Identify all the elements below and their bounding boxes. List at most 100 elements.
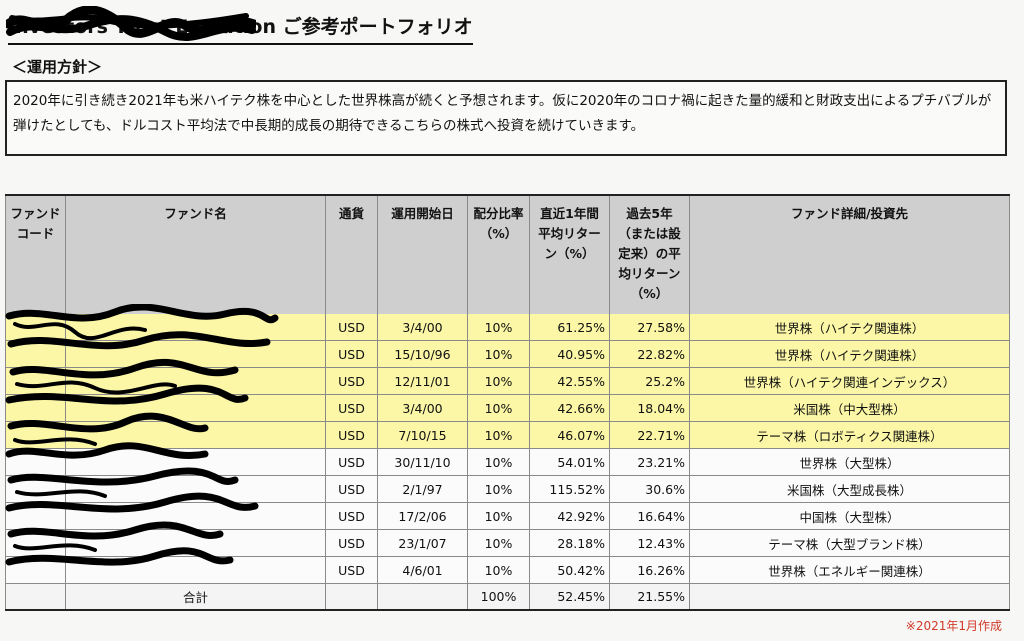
start-date-cell: 12/11/01: [377, 367, 468, 395]
currency-cell: USD: [325, 475, 378, 503]
detail-cell: 世界株（ハイテク関連株）: [689, 314, 1010, 341]
return-1y-cell: 54.01%: [529, 448, 610, 476]
currency-cell: USD: [325, 502, 378, 530]
alloc-cell: 10%: [467, 367, 530, 395]
return-1y-cell: 28.18%: [529, 529, 610, 557]
return-5y-cell: 22.82%: [609, 340, 690, 368]
col-header-code: ファンドコード: [5, 194, 66, 314]
detail-cell: 米国株（大型成長株）: [689, 475, 1010, 503]
return-5y-cell: 18.04%: [609, 394, 690, 422]
alloc-cell: 10%: [467, 448, 530, 476]
fund-code-cell: [5, 475, 66, 503]
fund-name-cell: [65, 314, 326, 341]
table-row: USD 3/4/00 10% 42.66% 18.04% 米国株（中大型株）: [5, 394, 1010, 422]
table-row: USD 12/11/01 10% 42.55% 25.2% 世界株（ハイテク関連インデック…: [5, 367, 1010, 395]
table-header-row: ファンドコード ファンド名 通貨 運用開始日 配分比率（%） 直近1年間平均リタ…: [5, 194, 1010, 314]
col-header-ret1y: 直近1年間平均リターン（%）: [529, 194, 610, 314]
fund-name-cell: [65, 556, 326, 584]
fund-code-cell: [5, 529, 66, 557]
fund-code-cell: [5, 421, 66, 449]
total-alloc: 100%: [467, 583, 530, 611]
detail-cell: テーマ株（大型ブランド株）: [689, 529, 1010, 557]
return-5y-cell: 16.26%: [609, 556, 690, 584]
redaction-scribble: [6, 6, 256, 41]
footnote: ※2021年1月作成: [905, 619, 1002, 633]
fund-name-cell: [65, 367, 326, 395]
col-header-currency: 通貨: [325, 194, 378, 314]
detail-cell: 世界株（大型株）: [689, 448, 1010, 476]
fund-code-cell: [5, 367, 66, 395]
start-date-cell: 15/10/96: [377, 340, 468, 368]
fund-name-cell: [65, 340, 326, 368]
fund-code-cell: [5, 314, 66, 341]
return-1y-cell: 40.95%: [529, 340, 610, 368]
detail-cell: テーマ株（ロボティクス関連株）: [689, 421, 1010, 449]
alloc-cell: 10%: [467, 394, 530, 422]
return-1y-cell: 42.92%: [529, 502, 610, 530]
start-date-cell: 17/2/06: [377, 502, 468, 530]
fund-name-cell: [65, 475, 326, 503]
table-row: USD 7/10/15 10% 46.07% 22.71% テーマ株（ロボティクス関連株）: [5, 421, 1010, 449]
fund-code-cell: [5, 448, 66, 476]
currency-cell: USD: [325, 394, 378, 422]
total-ret5y: 21.55%: [609, 583, 690, 611]
detail-cell: 米国株（中大型株）: [689, 394, 1010, 422]
currency-cell: USD: [325, 421, 378, 449]
alloc-cell: 10%: [467, 502, 530, 530]
start-date-cell: 7/10/15: [377, 421, 468, 449]
currency-cell: USD: [325, 340, 378, 368]
fund-code-cell: [5, 502, 66, 530]
fund-name-cell: [65, 502, 326, 530]
return-1y-cell: 50.42%: [529, 556, 610, 584]
fund-name-cell: [65, 448, 326, 476]
return-5y-cell: 16.64%: [609, 502, 690, 530]
col-header-detail: ファンド詳細/投資先: [689, 194, 1010, 314]
policy-label: ＜運用方針＞: [12, 58, 103, 76]
return-1y-cell: 42.55%: [529, 367, 610, 395]
alloc-cell: 10%: [467, 556, 530, 584]
table-row: USD 3/4/00 10% 61.25% 27.58% 世界株（ハイテク関連株）: [5, 314, 1010, 341]
detail-cell: 世界株（エネルギー関連株）: [689, 556, 1010, 584]
table-row: USD 17/2/06 10% 42.92% 16.64% 中国株（大型株）: [5, 502, 1010, 530]
start-date-cell: 3/4/00: [377, 314, 468, 341]
return-1y-cell: 115.52%: [529, 475, 610, 503]
return-5y-cell: 22.71%: [609, 421, 690, 449]
fund-code-cell: [5, 394, 66, 422]
start-date-cell: 3/4/00: [377, 394, 468, 422]
alloc-cell: 10%: [467, 340, 530, 368]
alloc-cell: 10%: [467, 529, 530, 557]
total-label: 合計: [65, 583, 326, 611]
return-5y-cell: 23.21%: [609, 448, 690, 476]
col-header-name: ファンド名: [65, 194, 326, 314]
start-date-cell: 30/11/10: [377, 448, 468, 476]
detail-cell: 世界株（ハイテク関連インデックス）: [689, 367, 1010, 395]
start-date-cell: 23/1/07: [377, 529, 468, 557]
fund-name-cell: [65, 421, 326, 449]
table-row: USD 23/1/07 10% 28.18% 12.43% テーマ株（大型ブランド株）: [5, 529, 1010, 557]
currency-cell: USD: [325, 448, 378, 476]
table-row: USD 30/11/10 10% 54.01% 23.21% 世界株（大型株）: [5, 448, 1010, 476]
return-5y-cell: 25.2%: [609, 367, 690, 395]
col-header-start: 運用開始日: [377, 194, 468, 314]
table-row: USD 2/1/97 10% 115.52% 30.6% 米国株（大型成長株）: [5, 475, 1010, 503]
table-row: USD 4/6/01 10% 50.42% 16.26% 世界株（エネルギー関連株）: [5, 556, 1010, 584]
fund-code-cell: [5, 340, 66, 368]
return-5y-cell: 30.6%: [609, 475, 690, 503]
start-date-cell: 2/1/97: [377, 475, 468, 503]
return-1y-cell: 42.66%: [529, 394, 610, 422]
alloc-cell: 10%: [467, 421, 530, 449]
detail-cell: 世界株（ハイテク関連株）: [689, 340, 1010, 368]
currency-cell: USD: [325, 556, 378, 584]
portfolio-table: ファンドコード ファンド名 通貨 運用開始日 配分比率（%） 直近1年間平均リタ…: [5, 194, 1010, 611]
currency-cell: USD: [325, 314, 378, 341]
fund-name-cell: [65, 529, 326, 557]
currency-cell: USD: [325, 529, 378, 557]
policy-box: 2020年に引き続き2021年も米ハイテク株を中心とした世界株高が続くと予想され…: [5, 80, 1007, 156]
currency-cell: USD: [325, 367, 378, 395]
alloc-cell: 10%: [467, 314, 530, 341]
fund-code-cell: [5, 556, 66, 584]
return-5y-cell: 12.43%: [609, 529, 690, 557]
table-row: USD 15/10/96 10% 40.95% 22.82% 世界株（ハイテク関連株）: [5, 340, 1010, 368]
return-5y-cell: 27.58%: [609, 314, 690, 341]
fund-name-cell: [65, 394, 326, 422]
